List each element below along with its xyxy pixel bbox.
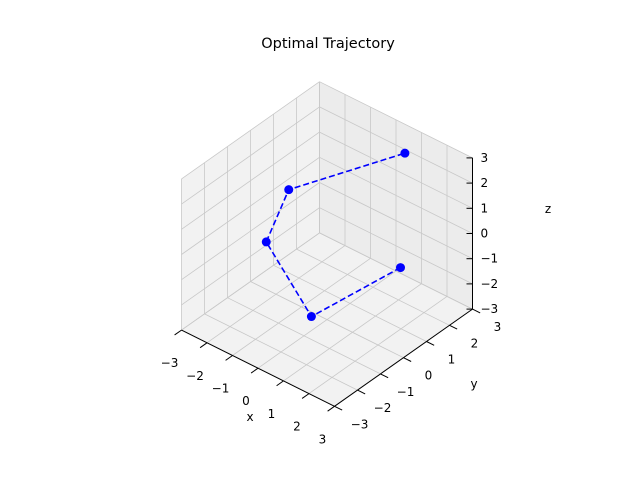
z-tick-label: 0 [481, 227, 489, 241]
trajectory-point [396, 263, 405, 273]
y-tick [403, 357, 412, 362]
trajectory-line [265, 152, 406, 318]
back-grid-z [319, 106, 473, 184]
floor-grid-y [319, 232, 473, 310]
trajectory-point [306, 312, 316, 322]
z-tick-label: 2 [481, 176, 489, 190]
x-tick [199, 342, 208, 349]
y-tick [357, 389, 366, 395]
x-tick [327, 405, 335, 412]
floor-grid-y [296, 248, 450, 326]
y-tick-label: 3 [494, 320, 502, 334]
x-tick [174, 329, 182, 336]
z-tick-label: 1 [481, 201, 489, 215]
x-axis-title: x [246, 410, 253, 424]
back-grid-z [319, 81, 473, 159]
trajectory-point [284, 185, 294, 195]
chart-title: Optimal Trajectory [261, 36, 395, 52]
x-tick-label: −3 [161, 356, 179, 370]
y-tick-label: 2 [471, 336, 479, 350]
x-tick-label: 3 [319, 432, 327, 446]
y-tick [472, 308, 481, 314]
x-tick-label: −1 [212, 382, 230, 396]
z-tick-label: −3 [481, 302, 499, 316]
x-tick [301, 393, 310, 399]
axis-ticks: −3 −2 −1 0 1 2 3 −3 −2 −1 0 1 2 3 −3 −2 −1 0 1 2 3 [161, 151, 502, 446]
left-grid-z [181, 81, 320, 180]
trajectory-series [261, 148, 410, 322]
grid-lines [181, 81, 473, 407]
y-tick-label: −1 [397, 385, 415, 399]
x-tick-label: 1 [268, 407, 276, 421]
z-tick-label: 3 [481, 151, 489, 165]
left-grid-z [181, 106, 320, 205]
y-tick [334, 405, 343, 411]
x-tick [225, 355, 233, 361]
trajectory-point [400, 148, 410, 158]
z-axis-title: z [545, 202, 551, 216]
x-tick-label: −2 [186, 369, 204, 383]
y-tick [449, 324, 458, 330]
x-tick-label: 2 [293, 420, 301, 434]
y-tick-label: −2 [374, 401, 392, 415]
y-tick-label: 0 [425, 369, 433, 383]
z-tick-label: −2 [481, 277, 499, 291]
y-axis-title: y [470, 377, 477, 391]
x-tick-label: 0 [242, 394, 250, 408]
z-tick-label: −1 [481, 252, 499, 266]
y-tick-label: 1 [448, 353, 456, 367]
x-tick [250, 367, 259, 374]
y-tick [380, 373, 389, 379]
x-tick [276, 380, 284, 387]
y-tick [426, 341, 435, 346]
y-tick-label: −3 [351, 417, 369, 431]
trajectory-point [261, 237, 271, 247]
